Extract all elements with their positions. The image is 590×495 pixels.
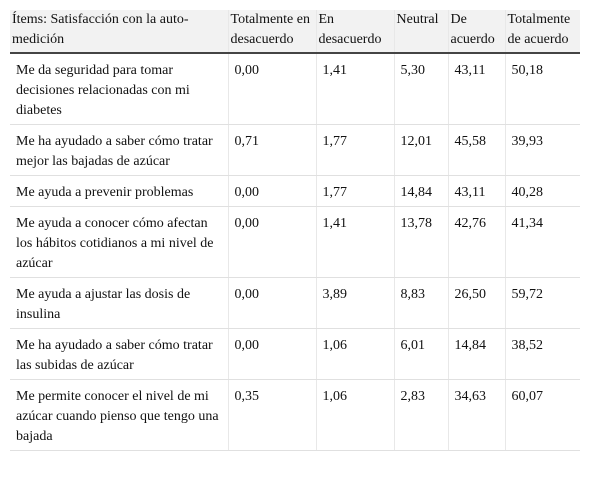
cell-agree: 34,63 — [447, 379, 505, 451]
cell-neutral: 14,84 — [393, 175, 448, 207]
row-item-label: Me ayuda a ajustar las dosis de insulina — [10, 277, 228, 329]
satisfaction-table: Ítems: Satisfacción con la auto-medición… — [10, 10, 580, 451]
cell-disagree: 1,77 — [315, 175, 394, 207]
cell-strongly-agree: 40,28 — [504, 175, 580, 207]
cell-strongly-disagree: 0,00 — [227, 277, 316, 329]
row-item-label: Me ayuda a conocer cómo afectan los hábi… — [10, 206, 228, 278]
cell-strongly-agree: 39,93 — [504, 124, 580, 176]
column-header-agree: De acuerdo — [447, 10, 505, 54]
row-item-label: Me ha ayudado a saber cómo tratar las su… — [10, 328, 228, 380]
cell-strongly-disagree: 0,00 — [227, 53, 316, 125]
cell-agree: 42,76 — [447, 206, 505, 278]
cell-disagree: 1,77 — [315, 124, 394, 176]
row-item-label: Me ayuda a prevenir problemas — [10, 175, 228, 207]
table-row: Me ayuda a conocer cómo afectan los hábi… — [10, 206, 580, 278]
column-header-strongly-agree: Totalmente de acuerdo — [504, 10, 580, 54]
cell-disagree: 1,41 — [315, 53, 394, 125]
cell-strongly-disagree: 0,00 — [227, 206, 316, 278]
cell-agree: 43,11 — [447, 53, 505, 125]
cell-agree: 14,84 — [447, 328, 505, 380]
cell-neutral: 8,83 — [393, 277, 448, 329]
cell-strongly-disagree: 0,00 — [227, 175, 316, 207]
cell-strongly-agree: 50,18 — [504, 53, 580, 125]
cell-strongly-disagree: 0,00 — [227, 328, 316, 380]
cell-agree: 45,58 — [447, 124, 505, 176]
cell-neutral: 13,78 — [393, 206, 448, 278]
cell-strongly-agree: 60,07 — [504, 379, 580, 451]
column-header-disagree: En desacuerdo — [315, 10, 394, 54]
cell-strongly-disagree: 0,35 — [227, 379, 316, 451]
column-header-strongly-disagree: Totalmente en desacuerdo — [227, 10, 316, 54]
cell-neutral: 6,01 — [393, 328, 448, 380]
table-row: Me ha ayudado a saber cómo tratar mejor … — [10, 124, 580, 176]
cell-disagree: 3,89 — [315, 277, 394, 329]
cell-neutral: 5,30 — [393, 53, 448, 125]
table-row: Me permite conocer el nivel de mi azúcar… — [10, 379, 580, 451]
cell-agree: 43,11 — [447, 175, 505, 207]
row-item-label: Me ha ayudado a saber cómo tratar mejor … — [10, 124, 228, 176]
row-item-label: Me permite conocer el nivel de mi azúcar… — [10, 379, 228, 451]
cell-disagree: 1,06 — [315, 379, 394, 451]
cell-strongly-agree: 59,72 — [504, 277, 580, 329]
cell-disagree: 1,06 — [315, 328, 394, 380]
cell-strongly-disagree: 0,71 — [227, 124, 316, 176]
row-item-label: Me da seguridad para tomar decisiones re… — [10, 53, 228, 125]
cell-agree: 26,50 — [447, 277, 505, 329]
cell-strongly-agree: 38,52 — [504, 328, 580, 380]
column-header-neutral: Neutral — [393, 10, 448, 54]
table-row: Me ayuda a ajustar las dosis de insulina… — [10, 277, 580, 329]
cell-disagree: 1,41 — [315, 206, 394, 278]
cell-neutral: 12,01 — [393, 124, 448, 176]
table-header-row: Ítems: Satisfacción con la auto-medición… — [10, 10, 580, 54]
table-row: Me ayuda a prevenir problemas 0,00 1,77 … — [10, 175, 580, 207]
table-row: Me ha ayudado a saber cómo tratar las su… — [10, 328, 580, 380]
column-header-item: Ítems: Satisfacción con la auto-medición — [10, 10, 228, 54]
cell-strongly-agree: 41,34 — [504, 206, 580, 278]
cell-neutral: 2,83 — [393, 379, 448, 451]
table-row: Me da seguridad para tomar decisiones re… — [10, 53, 580, 125]
